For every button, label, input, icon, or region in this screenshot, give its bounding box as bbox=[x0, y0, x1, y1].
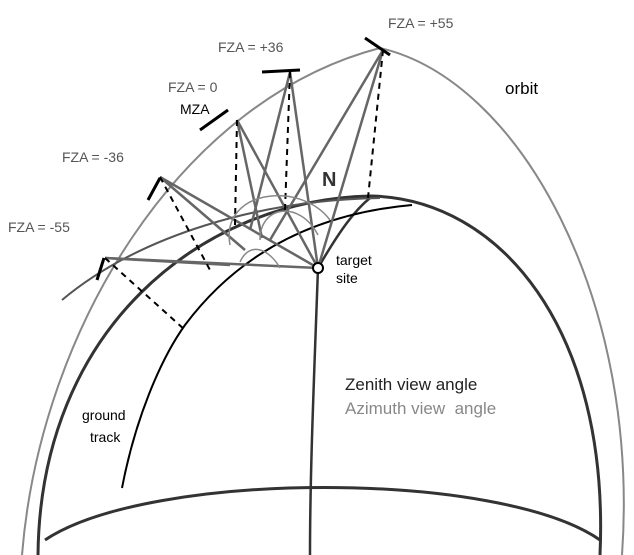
nadir-lines bbox=[104, 49, 384, 331]
label: FZA = -55 bbox=[8, 219, 70, 235]
label: N bbox=[322, 169, 336, 191]
label: target bbox=[336, 252, 372, 268]
label: ground bbox=[82, 407, 126, 423]
label: MZA bbox=[180, 101, 210, 117]
view-lines bbox=[104, 49, 385, 270]
earth-outline bbox=[36, 194, 603, 555]
horizon-arc bbox=[61, 197, 381, 301]
ground-track bbox=[121, 204, 413, 489]
label: FZA = -36 bbox=[62, 149, 124, 165]
meridian bbox=[308, 267, 320, 555]
label: FZA = +36 bbox=[218, 39, 284, 55]
satellite-marks bbox=[95, 36, 391, 281]
label: track bbox=[90, 429, 121, 445]
label: site bbox=[336, 270, 358, 286]
label: Azimuth view angle bbox=[345, 399, 496, 418]
angle-arcs bbox=[228, 194, 331, 269]
target-site-mark bbox=[312, 262, 324, 274]
label: FZA = 0 bbox=[168, 79, 218, 95]
meridian-top bbox=[316, 197, 371, 269]
label: FZA = +55 bbox=[388, 15, 454, 31]
equator bbox=[44, 486, 601, 542]
label: Zenith view angle bbox=[345, 375, 477, 394]
label: orbit bbox=[505, 79, 538, 98]
orbit-path bbox=[21, 46, 625, 555]
